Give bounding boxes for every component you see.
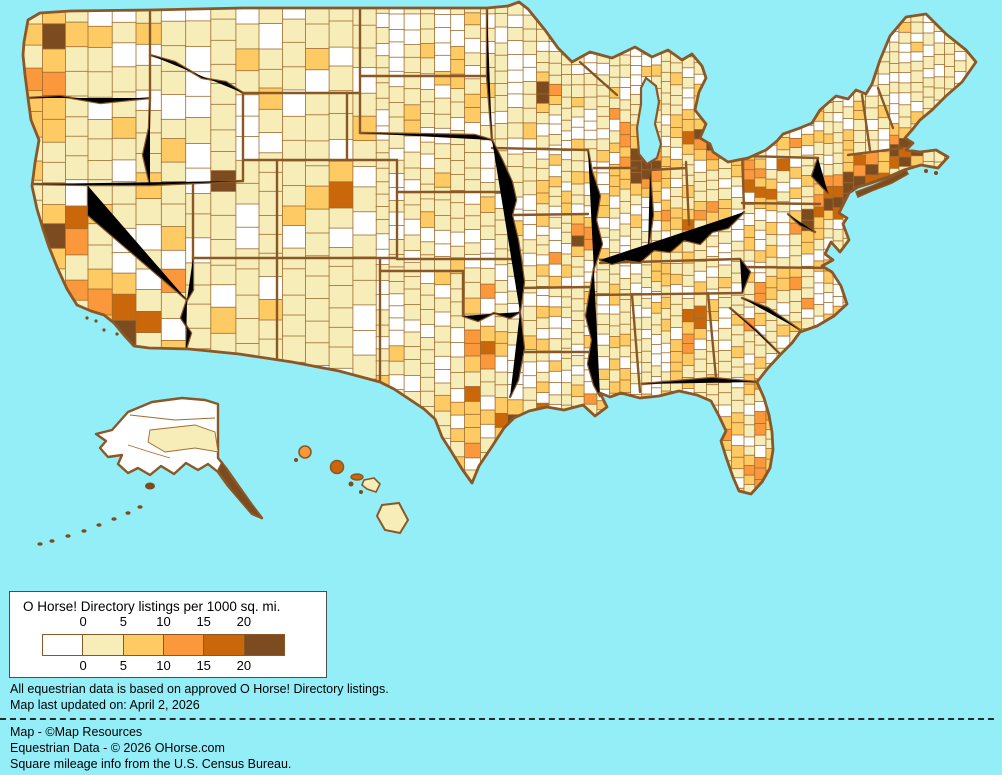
legend-tick-label: 15	[196, 614, 211, 629]
legend-tick-label: 20	[236, 658, 252, 673]
legend: O Horse! Directory listings per 1000 sq.…	[9, 591, 327, 678]
note-data-source: All equestrian data is based on approved…	[10, 682, 389, 696]
legend-swatch-0	[43, 635, 84, 655]
legend-tick-label: 5	[119, 658, 127, 673]
legend-color-ramp	[42, 634, 285, 656]
legend-swatch-5-10	[123, 635, 164, 655]
legend-title: O Horse! Directory listings per 1000 sq.…	[23, 599, 281, 614]
legend-swatch-10-15	[163, 635, 205, 655]
legend-tick-label: 15	[196, 658, 211, 673]
legend-tick-label: 5	[119, 614, 127, 629]
dashed-separator	[0, 718, 994, 720]
legend-tick-label: 10	[156, 658, 171, 673]
credit-square-mileage: Square mileage info from the U.S. Census…	[10, 757, 292, 771]
credit-map: Map - ©Map Resources	[10, 725, 143, 739]
legend-tick-label: 20	[236, 614, 252, 629]
credit-equestrian-data: Equestrian Data - © 2026 OHorse.com	[10, 741, 225, 755]
legend-swatch-0-5	[83, 635, 124, 655]
legend-tick-label: 10	[156, 614, 171, 629]
legend-swatch-20+	[244, 635, 284, 655]
legend-tick-label: 0	[79, 614, 87, 629]
legend-tick-label: 0	[79, 658, 87, 673]
legend-swatch-15-20	[204, 635, 245, 655]
note-last-updated: Map last updated on: April 2, 2026	[10, 698, 200, 712]
